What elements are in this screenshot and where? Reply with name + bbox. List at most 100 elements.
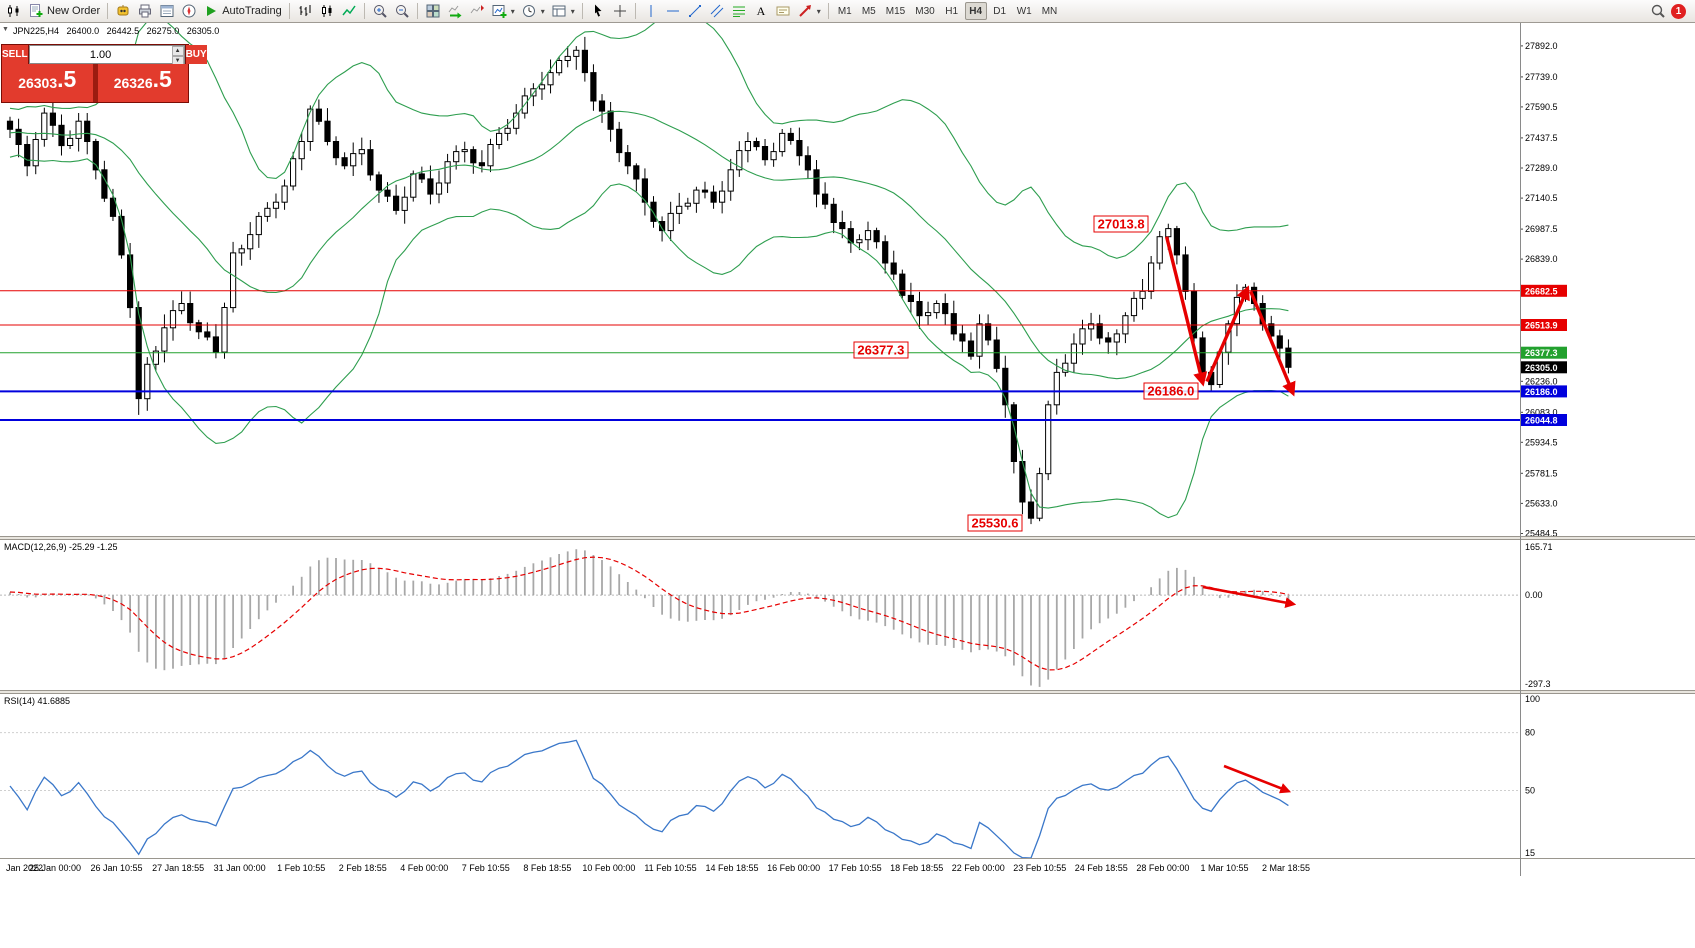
print-button[interactable] bbox=[134, 1, 156, 21]
main-toolbar: New Order AutoTrading ▾ ▾ ▾ A ▾ M1 M5 M15 M30 H1 H4 D… bbox=[0, 0, 1695, 23]
autotrading-button[interactable]: AutoTrading bbox=[200, 1, 285, 21]
timeframe-m15-button[interactable]: M15 bbox=[885, 5, 906, 17]
vertical-line-button[interactable] bbox=[640, 1, 662, 21]
timeframe-d1-button[interactable]: D1 bbox=[993, 5, 1007, 17]
channel-button[interactable] bbox=[706, 1, 728, 21]
zoom-out-icon bbox=[394, 3, 410, 19]
auto-scroll-icon bbox=[447, 3, 463, 19]
main-chart-plot[interactable] bbox=[0, 12, 1520, 525]
axis-label: 27892.0 bbox=[1525, 41, 1558, 51]
timeframe-h1-button[interactable]: H1 bbox=[945, 5, 959, 17]
axis-label: 80 bbox=[1525, 728, 1535, 738]
panel-splitter[interactable] bbox=[0, 690, 1695, 694]
bollinger-upper bbox=[9, 23, 1289, 259]
rsi-line bbox=[9, 739, 1289, 858]
time-label: 8 Feb 18:55 bbox=[523, 863, 571, 873]
data-window-icon bbox=[159, 3, 175, 19]
candlestick-chart-button[interactable] bbox=[316, 1, 338, 21]
time-label: 31 Jan 00:00 bbox=[214, 863, 266, 873]
timeframe-mn-button[interactable]: MN bbox=[1041, 5, 1058, 17]
forecast-arrow[interactable] bbox=[1164, 236, 1208, 387]
horizontal-line-button[interactable] bbox=[662, 1, 684, 21]
expert-advisors-button[interactable] bbox=[112, 1, 134, 21]
panel-splitter[interactable] bbox=[0, 536, 1695, 540]
time-label: 25 Jan 00:00 bbox=[29, 863, 81, 873]
timeframe-m30-button[interactable]: M30 bbox=[915, 5, 935, 17]
axis-label: 26513.9 bbox=[1525, 321, 1558, 331]
time-label: 24 Feb 18:55 bbox=[1075, 863, 1128, 873]
text-label-button[interactable] bbox=[772, 1, 794, 21]
cursor-icon bbox=[590, 3, 606, 19]
one-click-price-row: 26303.5 26326.5 bbox=[2, 64, 188, 102]
sell-price-button[interactable]: 26303.5 bbox=[2, 64, 93, 102]
macd-panel[interactable] bbox=[0, 549, 1520, 687]
price-tag-blue bbox=[1521, 414, 1567, 426]
rsi-panel[interactable] bbox=[0, 732, 1520, 858]
macd-label: MACD(12,26,9) -25.29 -1.25 bbox=[4, 542, 118, 552]
toolbar-separator bbox=[827, 3, 829, 19]
new-order-icon bbox=[28, 3, 44, 19]
fibonacci-icon bbox=[731, 3, 747, 19]
auto-scroll-button[interactable] bbox=[444, 1, 466, 21]
sell-button[interactable]: SELL bbox=[2, 45, 29, 64]
trendline-button[interactable] bbox=[684, 1, 706, 21]
axis-label: 26839.0 bbox=[1525, 254, 1558, 264]
line-chart-button[interactable] bbox=[338, 1, 360, 21]
search-button[interactable] bbox=[1647, 1, 1669, 21]
forecast-arrow[interactable] bbox=[1249, 290, 1296, 397]
bollinger-lower bbox=[9, 154, 1289, 519]
time-label: 16 Feb 00:00 bbox=[767, 863, 820, 873]
bollinger-middle bbox=[9, 110, 1289, 380]
volume-input[interactable] bbox=[29, 46, 172, 63]
arrows-button[interactable]: ▾ bbox=[794, 1, 824, 21]
sell-price-main: 26303 bbox=[18, 75, 58, 91]
text-button[interactable]: A bbox=[750, 1, 772, 21]
new-order-button[interactable]: New Order bbox=[25, 1, 103, 21]
notification-badge[interactable]: 1 bbox=[1671, 3, 1686, 19]
new-chart-button[interactable]: ▾ bbox=[488, 1, 518, 21]
buy-price-button[interactable]: 26326.5 bbox=[97, 64, 188, 102]
buy-button[interactable]: BUY bbox=[184, 45, 207, 64]
forecast-arrow[interactable] bbox=[1205, 285, 1250, 383]
macd-forecast-arrow[interactable] bbox=[1202, 585, 1297, 608]
tile-windows-button[interactable] bbox=[422, 1, 444, 21]
time-label: 22 Feb 00:00 bbox=[952, 863, 1005, 873]
zoom-out-button[interactable] bbox=[391, 1, 413, 21]
time-label: 26 Jan 10:55 bbox=[90, 863, 142, 873]
time-label: 17 Feb 10:55 bbox=[829, 863, 882, 873]
periods-button[interactable]: ▾ bbox=[518, 1, 548, 21]
data-window-button[interactable] bbox=[156, 1, 178, 21]
time-label: 14 Feb 18:55 bbox=[705, 863, 758, 873]
templates-button[interactable]: ▾ bbox=[548, 1, 578, 21]
cursor-button[interactable] bbox=[587, 1, 609, 21]
candlestick-chart-icon bbox=[319, 3, 335, 19]
bar-chart-button[interactable] bbox=[294, 1, 316, 21]
autotrading-play-icon bbox=[203, 3, 219, 19]
time-label: 11 Feb 10:55 bbox=[644, 863, 696, 873]
tile-windows-icon bbox=[425, 3, 441, 19]
chart-shift-button[interactable] bbox=[466, 1, 488, 21]
navigator-button[interactable] bbox=[178, 1, 200, 21]
one-click-collapse-button[interactable]: ▼ bbox=[2, 26, 9, 33]
volume-up-button[interactable]: ▲ bbox=[171, 46, 184, 56]
timeframe-h4-button[interactable]: H4 bbox=[964, 2, 987, 20]
timeframe-w1-button[interactable]: W1 bbox=[1016, 5, 1032, 17]
price-scale[interactable]: 27892.0 27739.0 27590.5 27437.5 27289.0 27140… bbox=[1520, 41, 1567, 858]
toolbar-separator bbox=[288, 3, 290, 19]
axis-label: 27140.5 bbox=[1525, 193, 1558, 203]
toolbar-separator bbox=[107, 3, 109, 19]
chart-profile-button[interactable] bbox=[3, 1, 25, 21]
rsi-forecast-arrow[interactable] bbox=[1223, 764, 1292, 794]
buy-price-pips: .5 bbox=[152, 66, 172, 92]
crosshair-button[interactable] bbox=[609, 1, 631, 21]
timeframe-m1-button[interactable]: M1 bbox=[837, 5, 852, 17]
axis-label: 25781.5 bbox=[1525, 468, 1558, 478]
axis-label: 25934.5 bbox=[1525, 437, 1558, 447]
timeframe-m5-button[interactable]: M5 bbox=[861, 5, 876, 17]
fibonacci-button[interactable] bbox=[728, 1, 750, 21]
autotrading-button-label: AutoTrading bbox=[222, 5, 282, 17]
zoom-in-button[interactable] bbox=[369, 1, 391, 21]
sell-price-pips: .5 bbox=[57, 66, 77, 92]
